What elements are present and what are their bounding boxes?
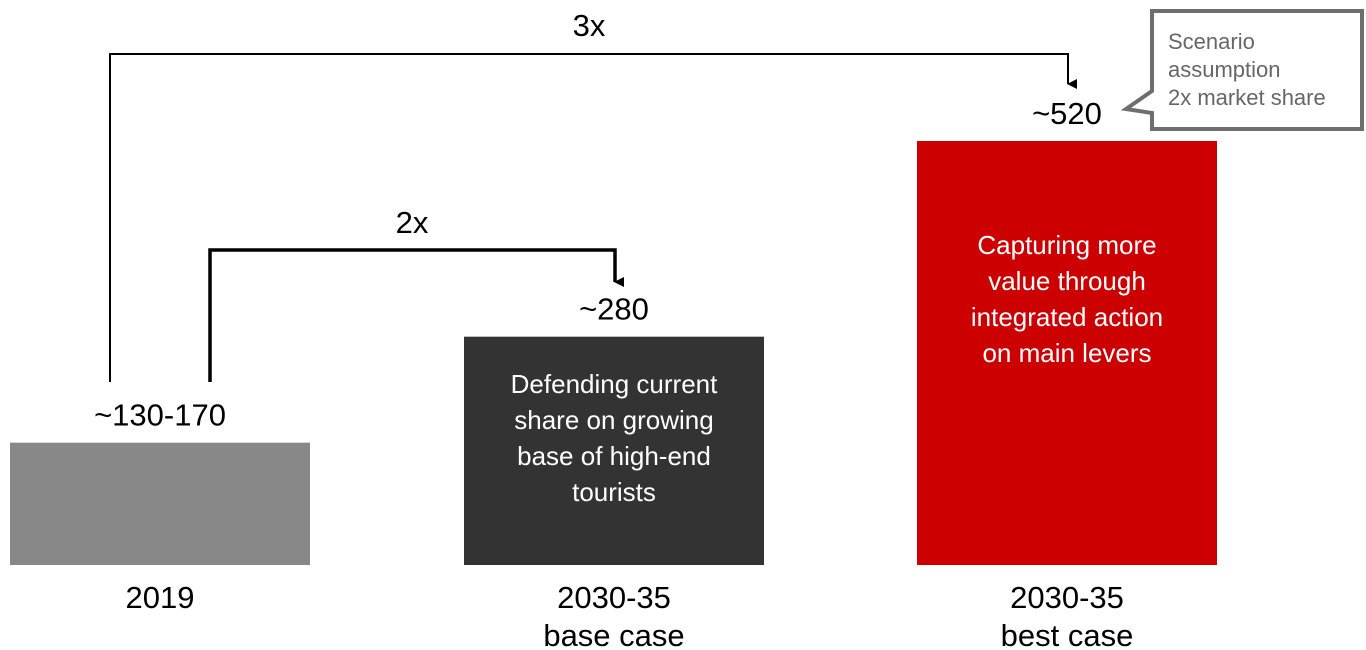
category-label-2-line-2: base case <box>543 618 684 650</box>
bar-1 <box>10 442 310 565</box>
callout-text-line-1: Scenario <box>1168 29 1255 54</box>
growth-arrow-2x <box>208 248 624 382</box>
callout-box <box>1120 9 1364 131</box>
value-label-2: ~280 <box>579 292 649 327</box>
bar-text-3-line-1: Capturing more <box>977 230 1156 260</box>
bar-3 <box>917 141 1217 565</box>
category-label-3-line-2: best case <box>1001 618 1134 650</box>
value-label-3: ~520 <box>1032 96 1102 131</box>
bar-text-2-line-2: share on growing <box>514 405 713 435</box>
bar-text-2-line-1: Defending current <box>511 369 718 399</box>
growth-arrow-3x <box>109 53 1077 382</box>
growth-label-3x: 3x <box>573 8 606 43</box>
category-label-2-line-1: 2030-35 <box>557 580 671 615</box>
category-label-3-line-1: 2030-35 <box>1010 580 1124 615</box>
bar-text-2-line-4: tourists <box>572 477 656 507</box>
bar-text-2-line-3: base of high-end <box>517 441 711 471</box>
category-label-1-line-1: 2019 <box>126 580 195 615</box>
growth-label-2x: 2x <box>396 205 429 240</box>
bar-text-3-line-4: on main levers <box>982 338 1151 368</box>
value-label-1: ~130-170 <box>94 398 226 433</box>
bar-text-3-line-2: value through <box>988 266 1146 296</box>
callout-text-line-3: 2x market share <box>1168 85 1326 110</box>
callout-text-line-2: assumption <box>1168 57 1281 82</box>
bar-text-3-line-3: integrated action <box>971 302 1163 332</box>
bar-2 <box>464 336 764 565</box>
